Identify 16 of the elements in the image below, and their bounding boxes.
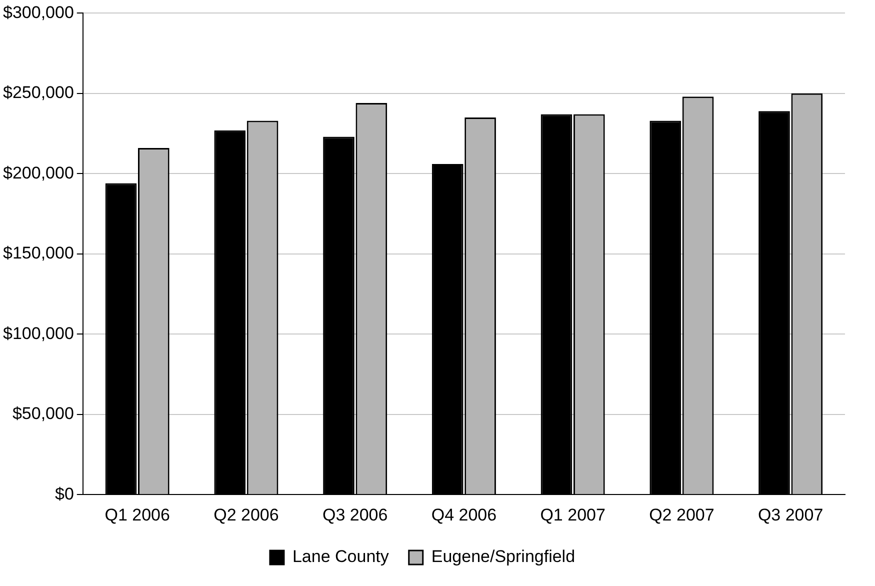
y-tick-label: $0 <box>54 484 74 504</box>
legend-label: Lane County <box>292 547 390 566</box>
x-tick-label: Q2 2007 <box>649 505 714 524</box>
x-tick-label: Q3 2006 <box>322 505 388 524</box>
x-tick-label: Q3 2007 <box>758 505 824 524</box>
y-tick-label: $200,000 <box>3 163 74 182</box>
y-tick-label: $300,000 <box>3 2 74 22</box>
legend-label: Eugene/Springfield <box>431 547 576 566</box>
x-tick-label: Q1 2006 <box>104 505 170 524</box>
x-tick-label: Q1 2007 <box>540 505 606 524</box>
x-tick-label: Q4 2006 <box>431 505 497 524</box>
y-tick-label: $250,000 <box>3 83 74 102</box>
y-tick-label: $50,000 <box>12 404 74 424</box>
y-tick-label: $100,000 <box>3 324 74 343</box>
x-tick-label: Q2 2006 <box>214 505 279 524</box>
y-tick-label: $150,000 <box>3 244 74 263</box>
